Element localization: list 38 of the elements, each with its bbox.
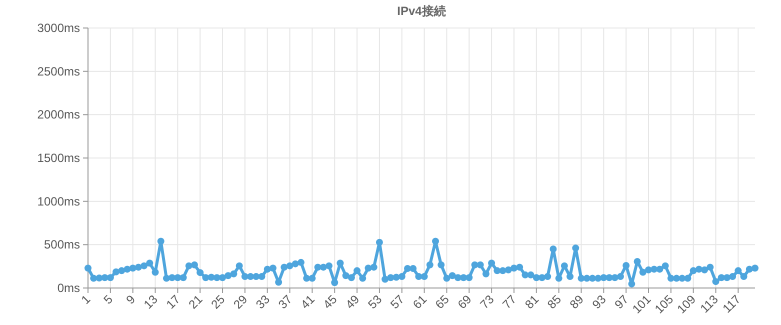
x-tick-label: 93 <box>589 292 610 312</box>
chart-title: IPv4接続 <box>397 4 446 18</box>
x-tick-label: 69 <box>454 292 474 312</box>
x-tick-label: 105 <box>652 292 676 316</box>
y-tick-label: 0ms <box>57 281 80 295</box>
x-tick-label: 17 <box>163 292 184 312</box>
x-tick-label: 29 <box>230 292 250 312</box>
x-tick-label: 77 <box>500 292 520 312</box>
x-tick-label: 45 <box>320 292 340 312</box>
x-tick-label: 49 <box>342 292 362 312</box>
x-tick-label: 1 <box>78 292 94 307</box>
y-tick-label: 1500ms <box>37 151 80 165</box>
x-tick-label: 117 <box>720 292 744 316</box>
x-tick-label: 85 <box>544 292 564 312</box>
x-tick-label: 5 <box>100 292 116 307</box>
x-tick-label: 73 <box>477 292 497 312</box>
x-tick-label: 81 <box>522 292 542 312</box>
x-tick-label: 37 <box>276 292 296 312</box>
x-tick-label: 53 <box>365 292 385 312</box>
x-tick-label: 61 <box>410 292 430 312</box>
x-tick-label: 65 <box>432 292 452 312</box>
x-tick-label: 41 <box>298 292 318 312</box>
x-tick-label: 113 <box>697 292 722 316</box>
x-tick-label: 25 <box>208 292 228 312</box>
x-tick-label: 57 <box>388 292 408 312</box>
y-tick-label: 1000ms <box>37 194 80 208</box>
x-tick-label: 109 <box>674 292 699 316</box>
y-tick-label: 3000ms <box>37 21 80 35</box>
x-tick-label: 13 <box>141 292 161 312</box>
x-tick-label: 97 <box>612 292 632 312</box>
y-tick-label: 2500ms <box>37 64 80 78</box>
x-tick-label: 33 <box>253 292 273 312</box>
x-tick-label: 101 <box>630 292 654 316</box>
y-tick-label: 500ms <box>44 238 80 252</box>
y-tick-label: 2000ms <box>37 108 80 122</box>
x-tick-label: 89 <box>567 292 587 312</box>
x-tick-label: 21 <box>186 292 206 312</box>
x-tick-label: 9 <box>123 292 138 307</box>
